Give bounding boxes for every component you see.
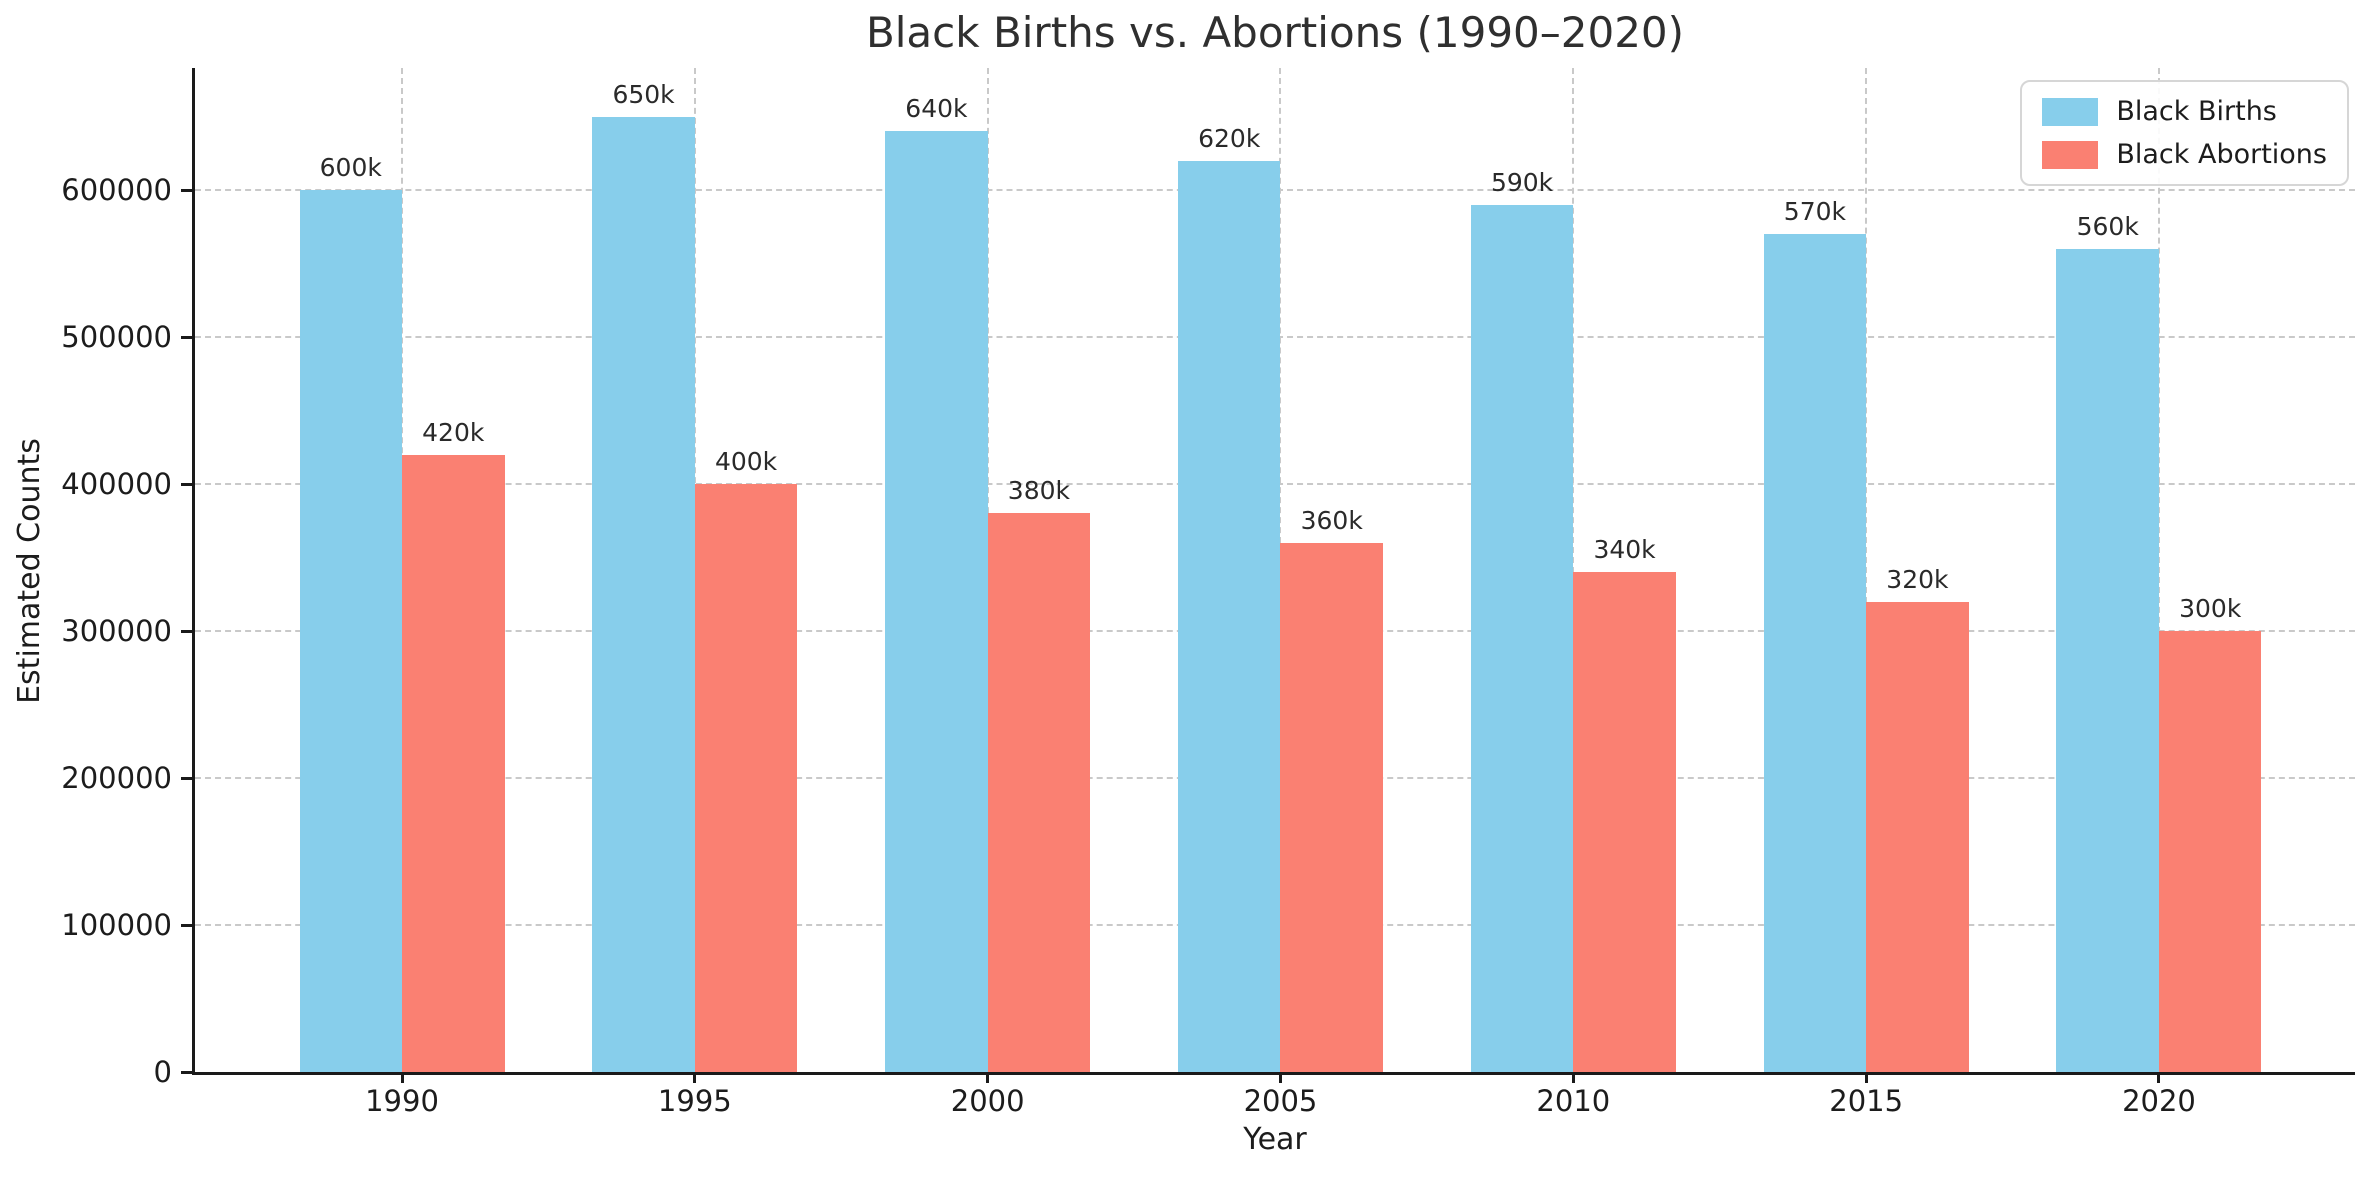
bar-value-label: 640k <box>905 94 968 124</box>
y-axis-tick <box>181 483 192 486</box>
x-axis-tick <box>400 1072 404 1083</box>
bar-value-label: 400k <box>714 447 778 476</box>
x-tick-label: 2020 <box>2122 1084 2196 1118</box>
bar-value-label: 650k <box>612 79 675 109</box>
bar-value-label: 420k <box>422 417 485 447</box>
y-axis-tick <box>181 336 192 339</box>
bar-value-label: 300k <box>2179 594 2242 623</box>
x-tick-label: 1990 <box>365 1084 439 1118</box>
y-tick-label: 0 <box>153 1055 172 1089</box>
legend-item-births: Black Births <box>2042 96 2327 127</box>
bar-value-label: 360k <box>1300 505 1363 535</box>
x-tick-label: 2010 <box>1536 1084 1611 1118</box>
legend-swatch-births-icon <box>2042 97 2099 126</box>
x-axis-tick <box>1864 1072 1868 1083</box>
x-axis-tick <box>1571 1072 1575 1083</box>
x-axis-tick <box>693 1072 697 1083</box>
y-tick-label: 600000 <box>61 173 172 207</box>
x-tick-label: 2015 <box>1829 1084 1904 1118</box>
y-tick-label: 500000 <box>61 320 172 354</box>
bar-births <box>1470 204 1574 1072</box>
plot-area: 600k 420k 650k 400k 640k 380k 620k 360k 590k 340k… <box>192 68 2355 1075</box>
x-axis-tick <box>2157 1072 2161 1083</box>
x-axis-tick <box>1278 1072 1282 1083</box>
bar-value-label: 560k <box>2076 211 2139 241</box>
y-tick-label: 100000 <box>61 908 172 942</box>
legend-label-births: Black Births <box>2116 96 2277 127</box>
bar-abortions <box>1280 542 1383 1072</box>
y-tick-label: 400000 <box>61 467 172 501</box>
grid-line-vertical <box>1865 68 1868 1072</box>
bar-births <box>299 190 402 1072</box>
chart-title: Black Births vs. Abortions (1990–2020) <box>865 8 1685 57</box>
bar-abortions <box>694 484 798 1072</box>
x-axis-tick <box>986 1072 990 1083</box>
y-axis-tick <box>181 189 192 192</box>
bar-births <box>1177 160 1281 1072</box>
x-tick-label: 2005 <box>1243 1084 1318 1118</box>
y-axis-tick <box>181 777 192 780</box>
bar-value-label: 600k <box>319 153 382 182</box>
y-axis-tick <box>181 630 192 633</box>
legend: Black Births Black Abortions <box>2020 80 2349 186</box>
bar-value-label: 570k <box>1783 197 1846 227</box>
bar-value-label: 590k <box>1490 167 1554 197</box>
legend-swatch-abortions-icon <box>2042 140 2099 169</box>
bar-value-label: 320k <box>1886 564 1949 594</box>
bar-value-label: 340k <box>1593 535 1656 565</box>
bar-births <box>2056 248 2159 1072</box>
y-tick-label: 200000 <box>61 761 172 795</box>
bar-births <box>1763 234 1867 1072</box>
bar-abortions <box>987 513 1091 1072</box>
x-tick-label: 1995 <box>657 1084 732 1118</box>
bar-births <box>592 116 695 1072</box>
x-axis-title: Year <box>1243 1122 1307 1157</box>
legend-label-abortions: Black Abortions <box>2116 139 2327 170</box>
bar-abortions <box>2158 631 2262 1072</box>
bar-abortions <box>1866 601 1969 1072</box>
bar-abortions <box>402 454 505 1072</box>
y-tick-label: 300000 <box>61 614 172 648</box>
bar-births <box>885 131 988 1072</box>
y-axis-tick <box>181 924 192 927</box>
bar-value-label: 620k <box>1198 123 1261 153</box>
grid-line-vertical <box>1572 68 1575 1072</box>
x-tick-label: 2000 <box>950 1084 1025 1118</box>
bar-value-label: 380k <box>1007 476 1070 506</box>
y-axis-tick <box>181 1071 192 1074</box>
grid-line-vertical <box>2157 68 2160 1072</box>
bar-abortions <box>1573 572 1676 1072</box>
legend-item-abortions: Black Abortions <box>2042 139 2327 170</box>
